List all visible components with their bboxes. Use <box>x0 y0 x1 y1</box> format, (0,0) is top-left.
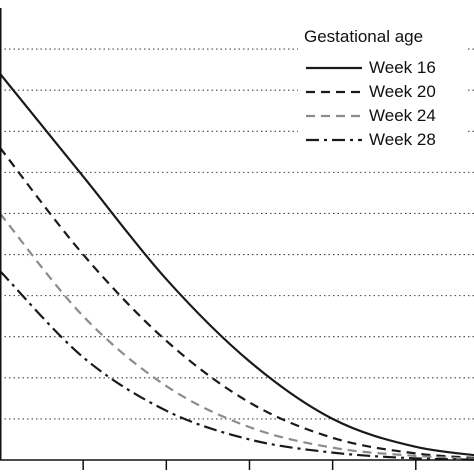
series-line-week-20 <box>0 147 474 459</box>
series-line-week-24 <box>0 212 474 460</box>
legend-label-week-20: Week 20 <box>369 82 436 101</box>
series-line-week-28 <box>0 270 474 461</box>
axes <box>0 8 474 470</box>
series-lines <box>0 73 474 461</box>
legend-background <box>298 20 466 160</box>
legend: Gestational age Week 16 Week 20 Week 24 Wee… <box>298 20 466 160</box>
series-line-week-16 <box>0 73 474 457</box>
legend-label-week-28: Week 28 <box>369 130 436 149</box>
legend-title: Gestational age <box>304 27 423 46</box>
legend-label-week-24: Week 24 <box>369 106 436 125</box>
legend-label-week-16: Week 16 <box>369 58 436 77</box>
